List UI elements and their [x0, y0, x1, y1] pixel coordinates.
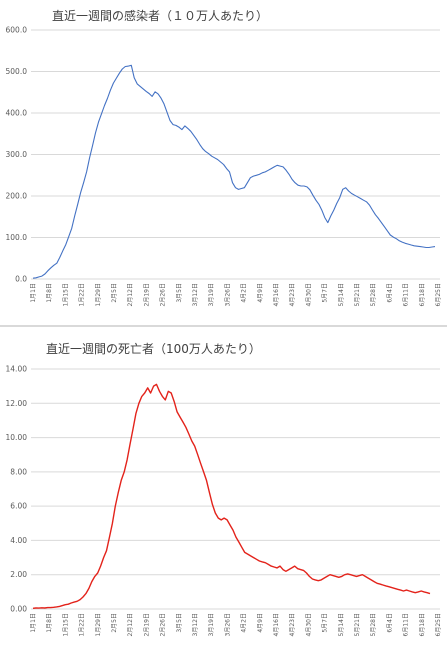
x-tick-label: 5月28日 [370, 613, 377, 636]
x-tick-label: 2月19日 [143, 283, 150, 306]
x-tick-label: 1月22日 [79, 613, 86, 636]
x-tick-label: 4月9日 [257, 613, 264, 633]
x-tick-label: 5月14日 [338, 283, 345, 306]
x-tick-label: 3月19日 [208, 283, 215, 306]
x-tick-label: 6月4日 [386, 613, 393, 633]
series-line [32, 383, 431, 609]
x-tick-label: 6月18日 [419, 283, 426, 306]
y-tick-label: 200.0 [6, 192, 28, 201]
y-tick-label: 100.0 [6, 233, 28, 242]
x-tick-label: 5月28日 [370, 283, 377, 306]
x-tick-label: 6月11日 [403, 283, 410, 306]
x-tick-label: 1月15日 [62, 613, 69, 636]
x-tick-label: 2月26日 [160, 283, 167, 306]
x-tick-label: 4月9日 [257, 283, 264, 303]
x-tick-label: 4月2日 [241, 283, 248, 303]
x-tick-label: 1月22日 [79, 283, 86, 306]
x-tick-label: 3月5日 [176, 613, 183, 633]
y-tick-label: 14.00 [6, 365, 28, 374]
x-tick-label: 3月26日 [224, 613, 231, 636]
x-tick-label: 4月2日 [241, 613, 248, 633]
x-tick-label: 2月26日 [160, 613, 167, 636]
x-tick-label: 1月1日 [30, 613, 37, 633]
x-tick-label: 2月12日 [127, 283, 134, 306]
chart-cases: 直近一週間の感染者（１０万人あたり） 0.0 100.0 200.0 300.0 400… [6, 8, 442, 306]
x-tick-label: 5月7日 [322, 613, 329, 633]
x-tick-label: 3月5日 [176, 283, 183, 303]
x-tick-label: 2月12日 [127, 613, 134, 636]
y-tick-label: 600.0 [6, 26, 28, 35]
x-tick-label: 6月25日 [435, 283, 442, 306]
y-tick-label: 0.0 [15, 275, 27, 284]
x-tick-label: 6月18日 [419, 613, 426, 636]
y-tick-label: 400.0 [6, 109, 28, 118]
chart-title: 直近一週間の死亡者（100万人あたり） [46, 342, 261, 356]
x-tick-label: 1月15日 [62, 283, 69, 306]
x-tick-label: 1月29日 [95, 283, 102, 306]
chart-divider [0, 325, 447, 327]
x-tick-label: 1月8日 [46, 283, 53, 303]
y-tick-label: 10.00 [6, 433, 28, 442]
x-tick-label: 5月7日 [322, 283, 329, 303]
x-tick-label: 4月30日 [305, 283, 312, 306]
x-tick-label: 4月23日 [289, 613, 296, 636]
x-tick-label: 3月19日 [208, 613, 215, 636]
chart-title: 直近一週間の感染者（１０万人あたり） [52, 8, 268, 23]
x-tick-label: 3月26日 [224, 283, 231, 306]
x-tick-label: 6月11日 [403, 613, 410, 636]
y-tick-label: 2.00 [10, 570, 27, 579]
x-tick-label: 2月5日 [111, 283, 118, 303]
y-tick-label: 12.00 [6, 399, 28, 408]
y-tick-label: 4.00 [10, 536, 27, 545]
x-tick-label: 3月12日 [192, 283, 199, 306]
x-tick-label: 2月19日 [143, 613, 150, 636]
x-tick-label: 6月25日 [435, 613, 442, 636]
x-tick-label: 3月12日 [192, 613, 199, 636]
x-tick-label: 4月16日 [273, 613, 280, 636]
y-tick-label: 6.00 [10, 502, 27, 511]
y-tick-label: 8.00 [10, 467, 27, 476]
series-line [32, 64, 436, 279]
y-tick-label: 300.0 [6, 150, 28, 159]
x-tick-label: 6月4日 [386, 283, 393, 303]
x-tick-label: 1月8日 [46, 613, 53, 633]
y-tick-label: 500.0 [6, 67, 28, 76]
x-tick-label: 4月16日 [273, 283, 280, 306]
x-tick-label: 1月1日 [30, 283, 37, 303]
x-tick-label: 1月29日 [95, 613, 102, 636]
x-tick-label: 5月21日 [354, 613, 361, 636]
chart-deaths: 直近一週間の死亡者（100万人あたり） 0.00 2.00 4.00 6.00 8.00… [6, 342, 442, 636]
x-tick-label: 4月30日 [305, 613, 312, 636]
x-tick-label: 5月21日 [354, 283, 361, 306]
x-tick-label: 5月14日 [338, 613, 345, 636]
y-tick-label: 0.00 [10, 605, 27, 614]
x-tick-label: 2月5日 [111, 613, 118, 633]
x-tick-label: 4月23日 [289, 283, 296, 306]
